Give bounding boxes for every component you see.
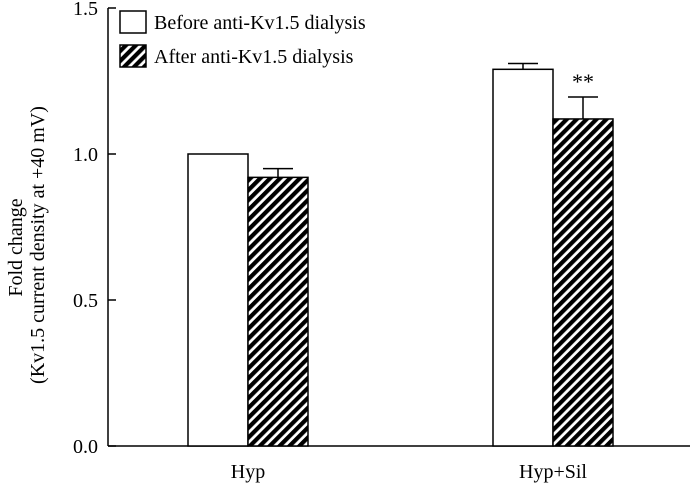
legend-label-before: Before anti-Kv1.5 dialysis: [154, 12, 366, 34]
legend-swatch-before: [119, 10, 147, 34]
y-axis-label: Fold change (Kv1.5 current density at +4…: [5, 106, 49, 384]
y-tick-label: 1.5: [73, 0, 98, 20]
x-tick-label: Hyp: [231, 461, 265, 483]
legend-swatch-after: [119, 44, 147, 68]
significance-annotation: **: [572, 69, 594, 94]
bar-after-hyp: [247, 176, 309, 447]
x-tick-label: Hyp+Sil: [519, 461, 587, 483]
bar-before-hyp-sil: [492, 68, 554, 447]
legend: Before anti-Kv1.5 dialysis After anti-Kv…: [119, 10, 366, 68]
y-tick-label: 0.0: [73, 436, 98, 458]
legend-label-after: After anti-Kv1.5 dialysis: [154, 46, 354, 68]
y-axis-label-line1: Fold change: [5, 198, 27, 296]
plot-area: 0.0 0.5 1.0 1.5 Hyp Hyp+Sil **: [73, 0, 690, 483]
bar-before-hyp: [187, 153, 249, 447]
y-axis-label-line2: (Kv1.5 current density at +40 mV): [27, 106, 49, 384]
bar-after-hyp-sil: [552, 118, 614, 447]
y-tick-label: 1.0: [73, 144, 98, 166]
y-tick-label: 0.5: [73, 290, 98, 312]
